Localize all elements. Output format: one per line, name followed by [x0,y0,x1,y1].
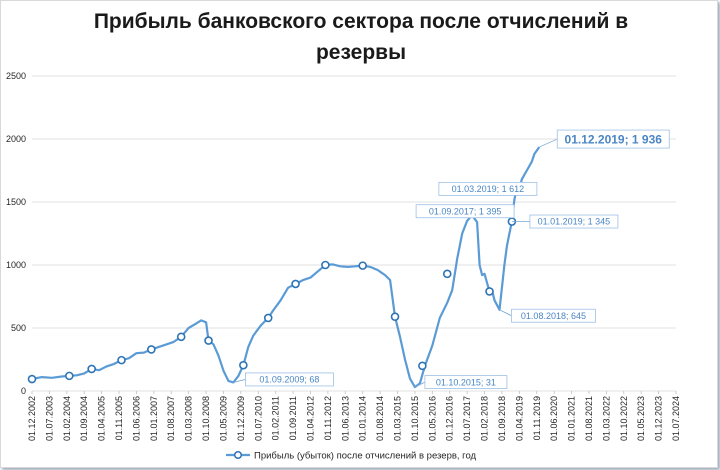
y-tick-label: 1500 [6,197,26,207]
data-point-marker [358,261,368,270]
x-tick-label: 01.02.2018 [480,396,490,441]
data-point-marker [147,345,156,354]
annotation-box [556,129,670,149]
annotation-label: 01.03.2019; 1 612 [452,184,525,194]
y-tick-label: 2000 [6,134,26,144]
annotation-box [424,375,508,389]
x-tick-label: 01.01.2021 [567,396,577,441]
data-point-marker [390,312,400,321]
x-tick-label: 01.10.2022 [619,396,629,441]
x-tick-label: 01.04.2005 [97,396,107,441]
x-tick-label: 01.12.2002 [27,396,37,441]
x-tick-label: 01.03.2022 [601,396,611,441]
x-tick-label: 01.07.2024 [671,396,681,441]
x-tick-label: 01.04.2012 [305,396,315,441]
x-tick-label: 01.07.2010 [253,396,263,441]
x-tick-label: 01.02.2011 [271,396,281,440]
annotation-box [245,372,334,387]
data-point-marker [321,260,330,270]
annotation-box [438,181,538,196]
chart-title-line1: Прибыль банковского сектора после отчисл… [93,10,629,33]
legend-label: Прибыль (убыток) после отчислений в резе… [254,451,477,462]
x-tick-label: 01.02.2004 [62,396,72,441]
data-point-marker [117,355,126,365]
x-tick-label: 01.05.2023 [636,396,646,441]
annotation-box [529,214,619,229]
data-point-marker [64,371,74,381]
y-tick-label: 1000 [6,260,26,270]
x-tick-label: 01.03.2015 [393,396,403,441]
data-point-marker [87,364,96,374]
y-tick-label: 0 [21,386,26,396]
annotation-leader [499,309,512,317]
data-point-marker [176,332,186,342]
x-tick-label: 01.11.2012 [323,396,333,440]
x-tick-label: 01.07.2017 [462,396,472,441]
x-tick-label: 01.04.2019 [514,396,524,441]
y-tick-label: 500 [11,323,26,333]
x-tick-label: 01.06.2020 [549,396,559,441]
x-tick-label: 01.12.2009 [236,396,246,441]
data-point-marker [418,361,427,371]
annotation-box [415,204,515,219]
x-tick-label: 01.09.2004 [79,396,89,441]
annotation-label: 01.10.2015; 31 [436,377,496,387]
x-tick-label: 01.08.2007 [166,396,176,441]
x-tick-label: 01.12.2016 [445,396,455,441]
x-tick-label: 01.11.2005 [114,396,124,440]
annotation-box [511,308,596,323]
x-tick-label: 01.08.2021 [584,396,594,441]
x-tick-label: 01.06.2013 [340,396,350,441]
x-tick-label: 01.10.2008 [201,396,211,441]
data-point-marker [291,279,300,289]
x-tick-label: 01.09.2018 [497,396,507,441]
x-tick-label: 01.03.2008 [184,396,194,441]
data-point-marker [27,374,37,384]
annotation-label: 01.01.2019; 1 345 [538,217,611,227]
x-tick-label: 01.11.2019 [532,396,542,440]
annotation-label: 01.09.2017; 1 395 [429,206,502,216]
data-point-marker [442,269,452,279]
annotation-leader [414,381,426,388]
annotation-label: 01.09.2009; 68 [259,375,319,385]
annotation-leader [233,379,246,383]
data-point-marker [485,287,494,296]
x-tick-label: 01.08.2014 [375,396,385,441]
x-tick-label: 01.05.2016 [427,396,437,441]
x-tick-label: 01.01.2007 [149,396,159,441]
data-point-marker [239,360,248,370]
x-tick-label: 01.09.2011 [288,396,298,440]
x-tick-label: 01.05.2009 [218,396,228,441]
x-tick-label: 01.10.2015 [410,396,420,441]
chart-title-line2: резервы [315,41,407,64]
data-point-marker [263,313,273,323]
x-tick-label: 01.01.2014 [358,396,368,441]
x-tick-label: 01.12.2023 [654,396,664,441]
legend-marker [233,450,243,460]
annotation-label: 01.12.2019; 1 936 [565,133,663,147]
data-point-marker [204,336,213,345]
annotation-label: 01.08.2018; 645 [521,311,586,321]
y-tick-label: 2500 [6,71,26,81]
x-tick-label: 01.06.2006 [131,396,141,441]
x-tick-label: 01.07.2003 [44,396,54,441]
annotation-leader [539,138,558,148]
